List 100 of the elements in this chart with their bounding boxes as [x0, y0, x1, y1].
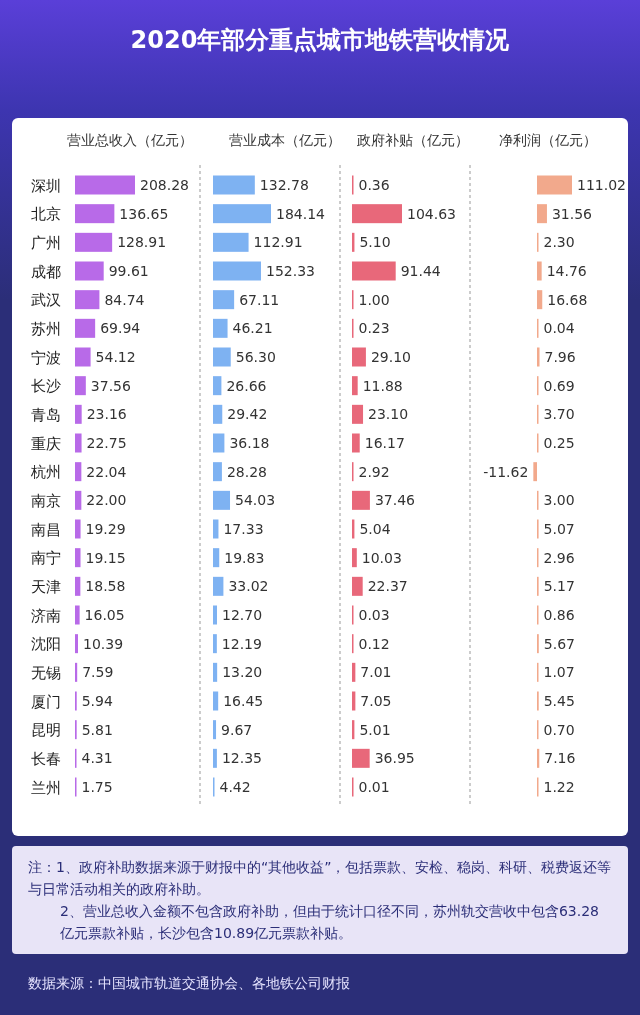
bar: [75, 204, 115, 224]
bar: [75, 519, 81, 539]
data-label: 184.14: [276, 205, 326, 222]
bar: [352, 748, 370, 768]
data-label: 1.07: [543, 664, 575, 681]
bar: [352, 576, 363, 596]
data-label: 7.05: [360, 693, 392, 709]
y-tick-label: 济南: [31, 606, 61, 625]
bar: [213, 576, 224, 596]
data-label: 4.42: [219, 779, 251, 795]
data-label: 0.69: [543, 377, 575, 394]
text: 注：1、政府补助数据来源于财报中的“其他收益”，包括票款、安检、稳岗、科研、税费返还等与日常活动相关的政府补助。: [28, 858, 612, 899]
bar: [352, 433, 360, 453]
data-label: 7.96: [544, 349, 576, 365]
data-label: 2.92: [358, 463, 390, 480]
data-label: 0.86: [543, 607, 575, 623]
data-label: 0.12: [358, 635, 390, 652]
data-label: 5.67: [543, 635, 575, 652]
data-label: 36.18: [229, 435, 270, 451]
bar: [213, 462, 222, 482]
data-label: 1.00: [358, 291, 390, 308]
data-label: 56.30: [235, 349, 276, 365]
data-label: 5.45: [543, 693, 575, 709]
data-label: 11.88: [362, 377, 403, 394]
data-label: 69.94: [100, 320, 141, 337]
y-tick-label: 青岛: [31, 405, 61, 424]
bar: [75, 261, 104, 281]
data-label: 91.44: [400, 263, 441, 279]
y-tick-label: 南宁: [31, 549, 61, 568]
data-label: 23.16: [86, 406, 127, 423]
bar: [537, 261, 542, 281]
data-label: 0.04: [543, 320, 575, 337]
data-label: 84.74: [104, 291, 145, 308]
y-tick-label: 天津: [31, 577, 61, 596]
bar: [352, 376, 358, 396]
bar: [75, 175, 135, 195]
data-label: 29.42: [227, 406, 268, 423]
text: 2020年部分重点城市地铁营收情况: [129, 25, 511, 56]
data-label: 9.67: [221, 721, 253, 738]
data-label: 7.01: [360, 664, 392, 681]
data-label: 128.91: [117, 234, 167, 251]
data-label: 22.04: [86, 463, 127, 480]
bar: [213, 748, 217, 768]
data-label: 36.95: [374, 750, 415, 767]
data-label: 5.04: [359, 521, 391, 537]
data-label: 19.83: [224, 549, 265, 566]
data-label: 22.75: [86, 435, 127, 451]
data-label: 132.78: [259, 177, 309, 193]
bar: [75, 376, 86, 396]
data-label: 10.39: [82, 635, 124, 652]
bar: [213, 376, 222, 396]
bar: [352, 261, 396, 281]
data-label: 13.20: [222, 664, 263, 681]
data-label: 5.07: [543, 521, 575, 537]
data-label: 1.75: [81, 779, 113, 795]
bar: [75, 290, 100, 310]
data-label: 5.94: [81, 693, 113, 709]
data-label: 12.70: [222, 607, 263, 623]
y-tick-label: 厦门: [31, 692, 61, 711]
bar: [75, 433, 82, 453]
y-tick-label: 长春: [31, 749, 61, 768]
bar: [213, 347, 231, 367]
data-label: 0.70: [543, 721, 575, 738]
data-label: 14.76: [546, 263, 587, 279]
bar: [213, 290, 235, 310]
y-tick-label: 无锡: [31, 663, 61, 682]
bar: [213, 175, 255, 195]
data-label: 5.01: [359, 721, 391, 738]
bar: [75, 548, 81, 568]
bar: [75, 605, 80, 625]
bar: [537, 347, 540, 367]
data-label: 12.35: [221, 750, 262, 767]
data-label: 0.25: [543, 435, 575, 451]
y-tick-label: 沈阳: [31, 635, 61, 654]
y-tick-label: 广州: [31, 233, 61, 252]
bar: [213, 261, 261, 281]
bar: [537, 175, 572, 195]
bar: [75, 347, 91, 367]
bar: [75, 404, 82, 424]
data-label: 16.45: [223, 693, 264, 709]
data-label: 37.46: [374, 492, 416, 509]
data-label: 23.10: [368, 406, 409, 423]
bar: [352, 204, 402, 224]
y-tick-label: 杭州: [30, 463, 61, 482]
data-label: 1.22: [543, 779, 575, 795]
bar: [352, 347, 366, 367]
data-label: 31.56: [551, 205, 593, 222]
y-tick-label: 重庆: [31, 434, 61, 453]
source-note: 数据来源：中国城市轨道交通协会、各地铁公司财报: [28, 975, 350, 993]
y-tick-label: 南昌: [31, 520, 61, 539]
bar: [533, 462, 537, 482]
data-label: 7.59: [82, 664, 114, 681]
data-label: 3.70: [543, 406, 575, 423]
data-label: 0.23: [358, 320, 390, 337]
data-label: 22.37: [367, 578, 408, 595]
data-label: 37.56: [90, 377, 131, 394]
data-label: 4.31: [81, 750, 113, 767]
bar: [352, 490, 370, 510]
bar: [75, 318, 96, 338]
data-label: 10.03: [361, 549, 402, 566]
